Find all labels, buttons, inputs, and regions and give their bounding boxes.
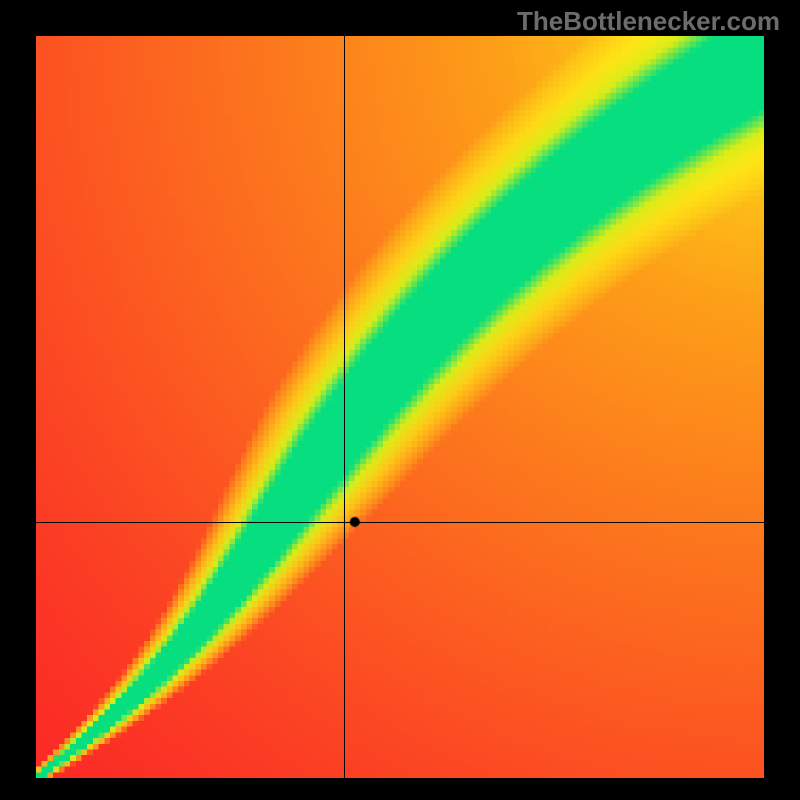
chart-container: TheBottlenecker.com	[0, 0, 800, 800]
marker-dot	[36, 36, 764, 778]
watermark-text: TheBottlenecker.com	[517, 6, 780, 37]
